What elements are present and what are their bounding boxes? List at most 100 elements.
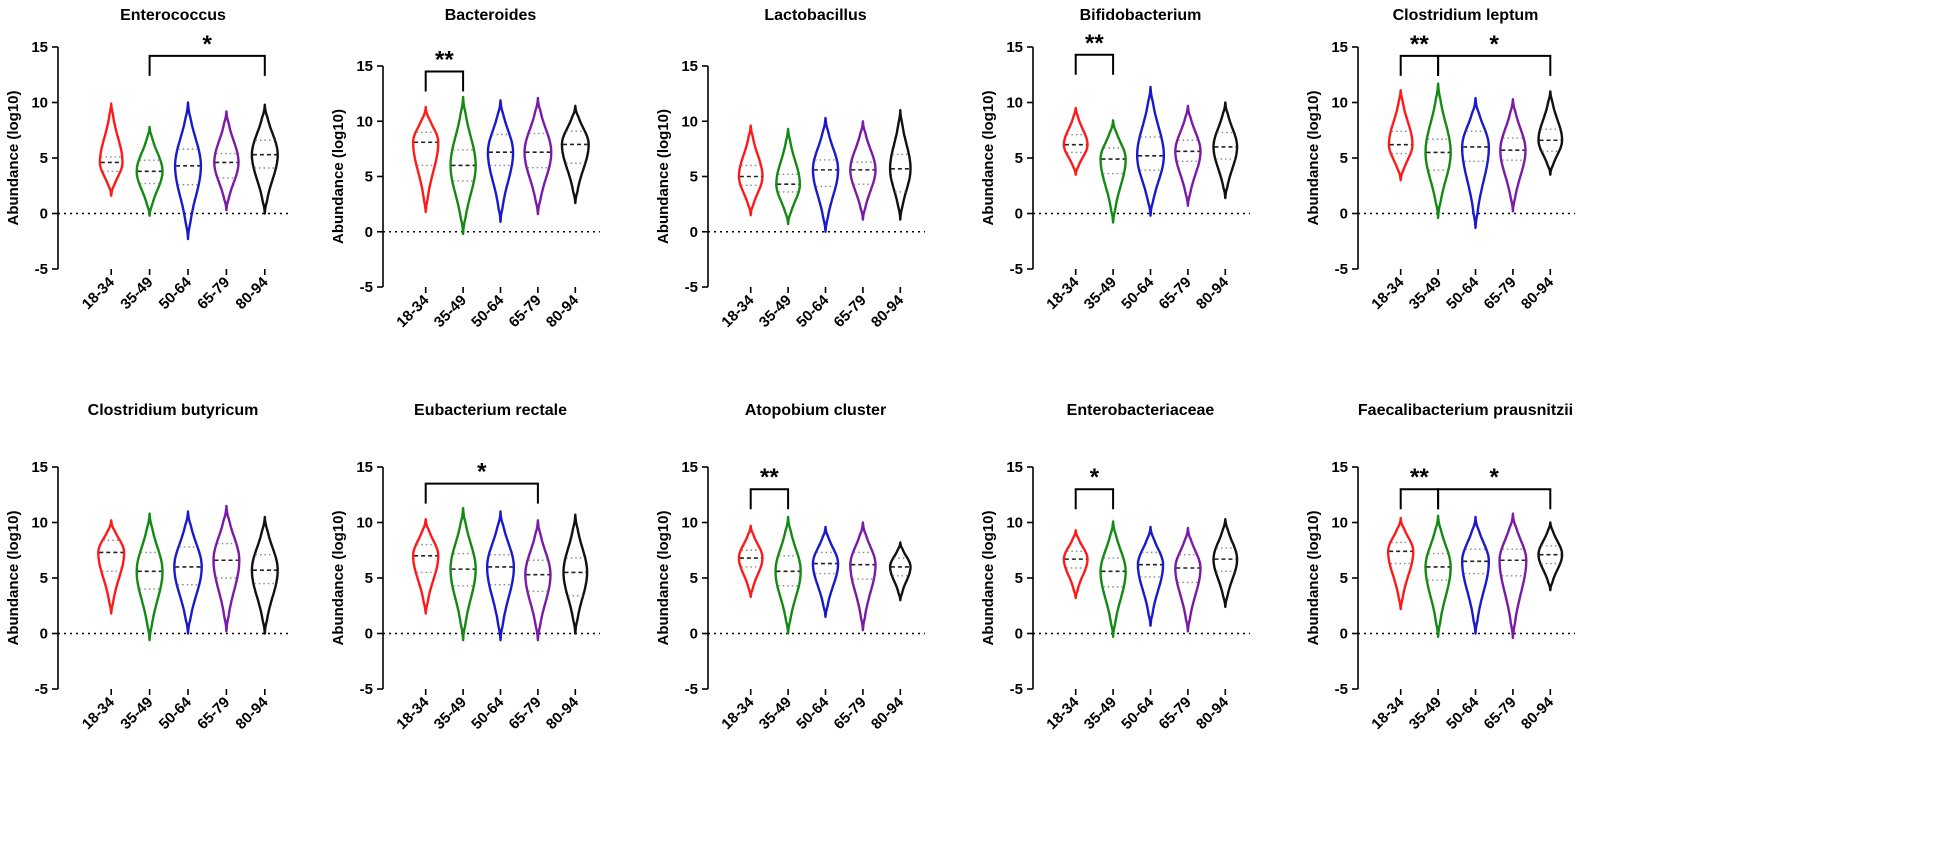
violin-65-79 — [523, 96, 553, 216]
significance-bracket — [749, 488, 790, 510]
violin-80-94 — [562, 513, 589, 635]
y-tick-label: 5 — [1015, 150, 1023, 167]
panel-10: Faecalibacterium prausnitzii -5 0 5 10 15 Abun… — [1305, 402, 1575, 733]
y-tick-label: 10 — [1006, 95, 1023, 112]
x-tick-label: 18-34 — [79, 273, 119, 313]
significance-label: * — [1490, 31, 1500, 58]
x-tick-label: 35-49 — [431, 694, 470, 733]
significance-bracket — [1074, 488, 1115, 510]
violin-50-64 — [1460, 96, 1491, 230]
y-tick-label: 0 — [40, 626, 48, 643]
y-tick-label: 0 — [365, 626, 373, 643]
y-tick-label: -5 — [1010, 261, 1023, 278]
y-tick-label: -5 — [35, 261, 48, 278]
significance-label: * — [1490, 464, 1500, 491]
x-tick-label: 35-49 — [117, 694, 156, 733]
y-tick-label: 0 — [1340, 206, 1348, 223]
violin-50-64 — [173, 101, 203, 241]
x-tick-label: 80-94 — [1193, 693, 1233, 733]
violin-35-49 — [1099, 119, 1127, 224]
panel-title: Eubacterium rectale — [414, 402, 567, 419]
y-tick-label: 10 — [681, 515, 698, 532]
violin-65-79 — [1174, 526, 1202, 633]
y-tick-label: 15 — [356, 58, 373, 75]
y-tick-label: -5 — [1335, 261, 1348, 278]
y-tick-label: -5 — [1335, 681, 1348, 698]
violin-18-34 — [1387, 89, 1414, 182]
violin-50-64 — [486, 99, 515, 223]
panel-title: Bifidobacterium — [1080, 7, 1202, 24]
y-tick-label: 10 — [681, 113, 698, 130]
x-tick-label: 35-49 — [1406, 694, 1445, 733]
x-tick-label: 65-79 — [194, 694, 233, 733]
y-tick-label: 15 — [1006, 459, 1023, 476]
violin-65-79 — [1498, 512, 1528, 640]
x-tick-label: 18-34 — [393, 693, 433, 733]
panel-title: Clostridium butyricum — [88, 402, 259, 419]
significance-bracket — [1399, 54, 1440, 76]
y-tick-label: -5 — [685, 279, 698, 296]
violin-65-79 — [213, 110, 240, 212]
y-tick-label: 15 — [31, 459, 48, 476]
y-tick-label: 0 — [690, 224, 698, 241]
violin-35-49 — [135, 512, 164, 642]
violin-50-64 — [1136, 525, 1165, 627]
y-tick-label: 10 — [356, 515, 373, 532]
violin-65-79 — [524, 519, 552, 642]
significance-bracket — [1399, 488, 1440, 510]
violin-35-49 — [774, 515, 802, 635]
y-axis-label: Abundance (log10) — [330, 109, 347, 244]
panel-2: Bacteroides -5 0 5 10 15 Abundance (log10) 18-3… — [330, 7, 600, 331]
y-tick-label: 5 — [690, 570, 698, 587]
x-tick-label: 80-94 — [543, 291, 583, 331]
x-tick-label: 65-79 — [506, 292, 545, 331]
violin-50-64 — [1136, 85, 1165, 217]
significance-bracket — [1074, 53, 1115, 75]
panel-5: Clostridium leptum -5 0 5 10 15 Abundance (log… — [1305, 7, 1575, 313]
panel-4: Bifidobacterium -5 0 5 10 15 Abundance (log10)… — [980, 7, 1250, 313]
violin-35-49 — [775, 127, 802, 226]
y-tick-label: 10 — [31, 515, 48, 532]
violin-80-94 — [250, 103, 279, 215]
significance-bracket — [1437, 54, 1552, 76]
y-tick-label: 15 — [681, 58, 698, 75]
x-tick-label: 80-94 — [1518, 273, 1558, 313]
y-axis-label: Abundance (log10) — [980, 90, 997, 225]
significance-label: ** — [1085, 30, 1104, 57]
violin-35-49 — [1424, 514, 1452, 638]
violin-18-34 — [1386, 516, 1415, 611]
violin-35-49 — [449, 95, 477, 236]
panel-title: Enterobacteriaceae — [1067, 402, 1215, 419]
significance-bracket — [148, 54, 266, 76]
x-tick-label: 50-64 — [156, 693, 196, 733]
x-tick-label: 35-49 — [1406, 274, 1445, 313]
y-tick-label: 5 — [1340, 150, 1348, 167]
x-tick-label: 65-79 — [831, 694, 870, 733]
panel-1: Enterococcus -5 0 5 10 15 Abundance (log10) 18-… — [5, 7, 290, 313]
y-tick-label: -5 — [685, 681, 698, 698]
x-tick-label: 65-79 — [506, 694, 545, 733]
violin-18-34 — [411, 518, 440, 615]
violin-50-64 — [1461, 515, 1490, 635]
x-tick-label: 18-34 — [1368, 693, 1408, 733]
violin-35-49 — [1424, 82, 1452, 220]
violin-80-94 — [250, 515, 279, 635]
y-axis-label: Abundance (log10) — [655, 109, 672, 244]
y-tick-label: 10 — [1331, 515, 1348, 532]
significance-label: * — [203, 31, 213, 58]
panel-8: Atopobium cluster -5 0 5 10 15 Abundance (log1… — [655, 402, 925, 733]
panel-6: Clostridium butyricum -5 0 5 10 15 Abundance (… — [5, 402, 290, 733]
violin-50-64 — [173, 510, 203, 635]
y-tick-label: 0 — [1015, 626, 1023, 643]
x-tick-label: 18-34 — [718, 291, 758, 331]
y-axis-label: Abundance (log10) — [1305, 510, 1322, 645]
y-tick-label: 10 — [1331, 95, 1348, 112]
y-tick-label: 15 — [31, 39, 48, 56]
x-tick-label: 65-79 — [194, 274, 233, 313]
x-tick-label: 65-79 — [831, 292, 870, 331]
x-tick-label: 65-79 — [1156, 694, 1195, 733]
y-tick-label: 10 — [356, 113, 373, 130]
y-tick-label: 15 — [1331, 39, 1348, 56]
violin-80-94 — [1537, 521, 1564, 592]
x-tick-label: 35-49 — [431, 292, 470, 331]
